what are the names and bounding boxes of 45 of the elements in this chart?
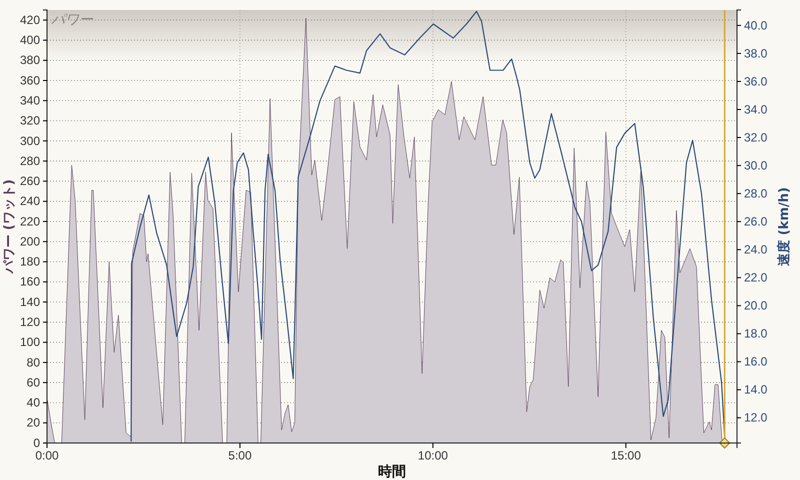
y-tick-label: 300 [20, 134, 40, 148]
y-tick-label: 40 [26, 396, 40, 410]
y-tick-label: 340 [20, 93, 40, 108]
y-tick-label: 420 [20, 12, 40, 27]
x-tick-label: 5:00 [228, 448, 252, 463]
y-tick-label: 400 [20, 33, 40, 48]
y2-tick-label: 38.0 [744, 46, 768, 60]
y-tick-label: 280 [20, 154, 40, 168]
y2-tick-label: 30.0 [744, 158, 768, 172]
x-tick-label: 15:00 [610, 448, 642, 463]
chart-title: パワー [51, 12, 94, 28]
y-tick-label: 60 [26, 375, 40, 390]
y-tick-label: 160 [20, 274, 40, 289]
y2-tick-label: 16.0 [744, 354, 768, 369]
y2-tick-label: 36.0 [744, 74, 768, 88]
y-tick-label: 100 [20, 335, 40, 350]
y-tick-label: 220 [20, 214, 40, 228]
x-tick-label: 0:00 [35, 448, 59, 463]
y2-tick-label: 28.0 [744, 186, 768, 200]
y-tick-label: 120 [20, 315, 40, 330]
y2-tick-label: 14.0 [744, 382, 768, 397]
y-tick-label: 200 [20, 234, 40, 248]
y-axis-title: パワー (ワット) [2, 179, 17, 275]
y-tick-label: 260 [20, 174, 40, 188]
y2-tick-label: 12.0 [744, 410, 768, 425]
x-axis-title: 時間 [378, 464, 406, 480]
y-tick-label: 20 [26, 416, 40, 430]
y2-axis-title: 速度 (km/h) [776, 187, 792, 266]
y-tick-label: 360 [20, 73, 40, 88]
y-tick-label: 180 [20, 254, 40, 269]
y-tick-label: 80 [26, 355, 40, 370]
y2-tick-label: 32.0 [744, 130, 768, 144]
x-tick-label: 10:00 [418, 448, 448, 463]
y-tick-label: 140 [20, 294, 40, 309]
y-tick-label: 320 [20, 114, 40, 128]
y-tick-label: 240 [20, 194, 40, 208]
y2-tick-label: 26.0 [744, 214, 768, 228]
y2-tick-label: 40.0 [744, 18, 768, 32]
y2-tick-label: 20.0 [744, 298, 768, 313]
y2-tick-label: 22.0 [744, 270, 768, 284]
y-tick-label: 380 [20, 53, 40, 68]
y2-tick-label: 18.0 [744, 326, 768, 341]
y2-tick-label: 24.0 [744, 242, 768, 256]
y-tick-label: 0 [33, 436, 40, 450]
y2-tick-label: 34.0 [744, 102, 768, 116]
